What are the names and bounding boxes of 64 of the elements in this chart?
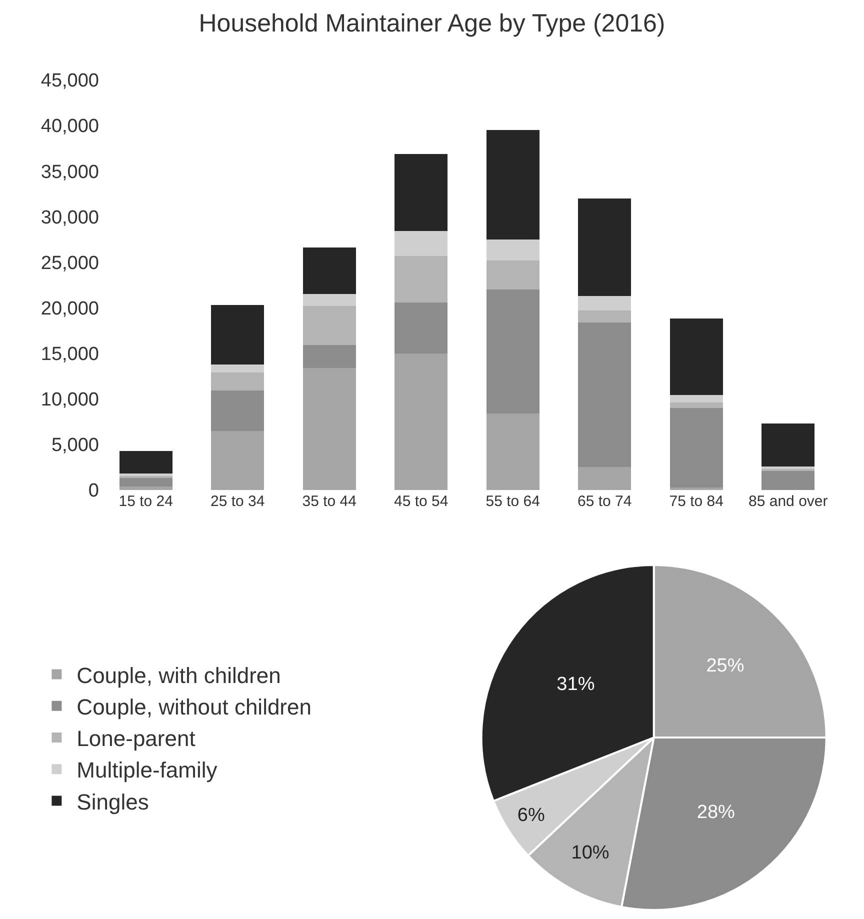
bar bbox=[578, 322, 632, 468]
bar bbox=[302, 248, 356, 294]
legend-label: Singles bbox=[76, 789, 149, 814]
data-label: 6% bbox=[517, 804, 545, 826]
bar bbox=[670, 402, 723, 408]
x-tick-label: 85 and over bbox=[748, 493, 828, 510]
y-tick-label: 35,000 bbox=[40, 162, 99, 183]
legend-label: Couple, without children bbox=[76, 694, 312, 720]
y-tick-label: 0 bbox=[88, 480, 99, 502]
y-tick-label: 20,000 bbox=[40, 298, 99, 320]
data-label: 28% bbox=[696, 802, 736, 824]
bar bbox=[762, 423, 815, 466]
bar bbox=[302, 294, 356, 306]
bar bbox=[119, 478, 172, 486]
y-tick-label: 15,000 bbox=[40, 344, 99, 365]
bar bbox=[394, 302, 448, 354]
bar bbox=[302, 368, 356, 490]
bar bbox=[578, 198, 632, 296]
x-tick-label: 75 to 84 bbox=[669, 493, 724, 510]
y-tick-label: 25,000 bbox=[40, 252, 99, 274]
chart-title: Household Maintainer Age by Type (2016) bbox=[198, 10, 666, 38]
legend-label: Couple, with children bbox=[76, 662, 281, 688]
bar bbox=[302, 306, 356, 346]
bar bbox=[211, 364, 264, 372]
bar bbox=[394, 256, 448, 302]
bar bbox=[486, 239, 540, 260]
bar bbox=[578, 296, 632, 311]
data-label: 31% bbox=[556, 674, 595, 695]
data-label: 25% bbox=[706, 656, 744, 677]
y-tick-label: 40,000 bbox=[40, 116, 99, 138]
y-tick-label: 30,000 bbox=[40, 207, 99, 228]
bar bbox=[670, 318, 723, 396]
x-tick-label: 45 to 54 bbox=[394, 493, 448, 510]
bar bbox=[762, 470, 815, 490]
bar bbox=[211, 372, 264, 391]
bar bbox=[394, 231, 448, 256]
bar bbox=[394, 353, 448, 490]
bar bbox=[486, 260, 540, 290]
bar bbox=[486, 413, 540, 490]
bar bbox=[486, 130, 540, 240]
legend-label: Lone-parent bbox=[76, 726, 196, 752]
x-tick-label: 15 to 24 bbox=[118, 493, 173, 510]
bar bbox=[119, 486, 172, 490]
x-tick-label: 25 to 34 bbox=[210, 493, 265, 510]
bar bbox=[578, 467, 632, 490]
bar bbox=[670, 487, 723, 490]
data-label: 10% bbox=[571, 842, 610, 864]
bar bbox=[486, 290, 540, 414]
y-tick-label: 45,000 bbox=[40, 70, 99, 92]
x-tick-label: 65 to 74 bbox=[578, 493, 632, 510]
bar bbox=[211, 430, 264, 490]
x-tick-label: 35 to 44 bbox=[302, 493, 356, 510]
bar bbox=[394, 154, 448, 232]
bar bbox=[119, 450, 172, 474]
y-tick-label: 10,000 bbox=[40, 390, 99, 411]
bar bbox=[211, 305, 264, 364]
bar bbox=[670, 408, 723, 488]
bar bbox=[578, 310, 632, 322]
legend-label: Multiple-family bbox=[76, 758, 218, 783]
bar bbox=[302, 345, 356, 368]
bar bbox=[211, 390, 264, 431]
x-tick-label: 55 to 64 bbox=[486, 493, 540, 510]
y-tick-label: 5,000 bbox=[51, 435, 99, 456]
bar bbox=[670, 395, 723, 403]
